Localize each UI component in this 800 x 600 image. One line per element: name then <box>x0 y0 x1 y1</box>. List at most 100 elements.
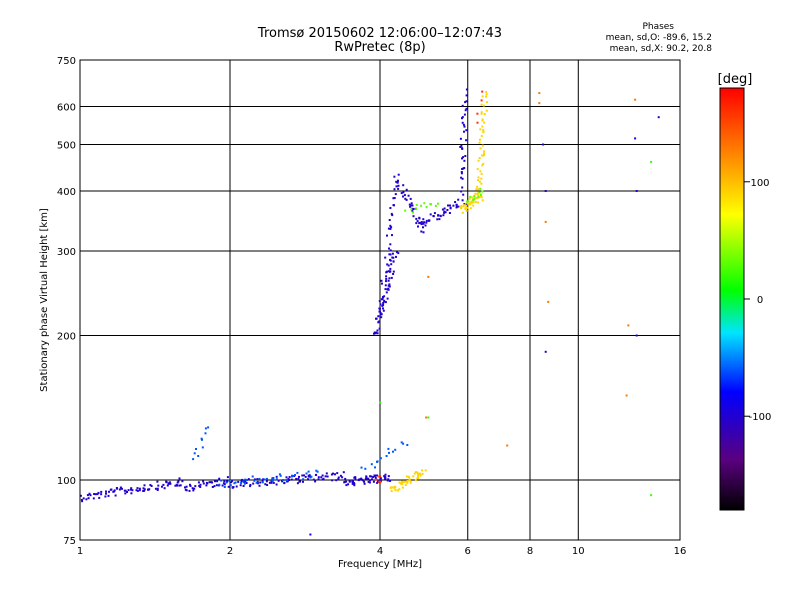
data-point <box>351 480 354 482</box>
data-point <box>386 270 388 273</box>
data-point <box>124 492 127 495</box>
data-point <box>477 188 480 191</box>
data-point <box>216 480 219 483</box>
data-point <box>388 451 390 454</box>
y-tick-label: 100 <box>57 476 76 487</box>
data-point <box>88 492 91 495</box>
data-point <box>416 471 419 474</box>
data-point <box>447 204 449 207</box>
data-point <box>332 472 334 475</box>
data-point <box>376 332 379 335</box>
data-point <box>462 203 465 206</box>
data-point <box>465 139 468 142</box>
data-point <box>337 476 340 479</box>
data-point <box>326 475 329 478</box>
data-point <box>331 479 334 482</box>
data-point <box>481 90 484 93</box>
data-point <box>258 477 261 480</box>
data-point <box>399 482 402 485</box>
data-point <box>460 172 463 175</box>
data-point <box>386 479 389 482</box>
x-axis: 1 2 4 6 8 10 16 <box>77 546 687 557</box>
data-point <box>253 479 256 482</box>
data-point <box>460 207 463 210</box>
data-point <box>220 479 223 482</box>
data-point <box>130 487 133 490</box>
data-point <box>378 480 381 483</box>
data-point <box>184 486 186 489</box>
data-point <box>467 203 470 206</box>
data-point <box>427 275 430 278</box>
data-point <box>354 477 357 480</box>
data-point <box>354 476 357 479</box>
data-point <box>461 104 464 107</box>
data-point <box>476 121 479 124</box>
data-point <box>272 477 275 479</box>
data-point <box>185 485 188 488</box>
data-point <box>463 125 466 128</box>
data-point <box>461 157 463 160</box>
data-point <box>296 482 299 485</box>
data-point <box>377 315 380 318</box>
data-point <box>472 201 475 204</box>
data-point <box>389 270 392 273</box>
data-point <box>397 187 400 190</box>
data-point <box>472 204 475 207</box>
y-tick-label: 200 <box>57 332 76 343</box>
data-point <box>81 500 84 503</box>
data-point <box>380 316 383 319</box>
data-point <box>455 204 458 206</box>
data-point <box>353 484 356 487</box>
data-point <box>388 285 391 288</box>
data-point <box>400 192 403 195</box>
data-point <box>360 466 363 469</box>
data-point <box>156 487 159 490</box>
data-point <box>387 287 390 290</box>
data-point <box>422 222 425 225</box>
data-point <box>459 146 462 148</box>
data-point <box>463 159 466 162</box>
data-point <box>347 483 350 486</box>
data-point <box>465 88 468 91</box>
data-point <box>131 489 134 492</box>
data-point <box>379 313 382 316</box>
colorbar-title: [deg] <box>718 72 753 87</box>
data-point <box>481 118 484 121</box>
plot-frame <box>79 59 681 541</box>
data-point <box>387 227 390 230</box>
data-point <box>391 214 394 217</box>
data-point <box>391 234 393 237</box>
data-point <box>650 160 653 163</box>
data-point <box>135 489 138 492</box>
data-point <box>406 475 409 478</box>
y-tick-label: 75 <box>63 536 76 547</box>
data-point <box>189 483 191 486</box>
data-point <box>226 476 229 479</box>
data-point <box>485 93 488 96</box>
data-point <box>392 273 395 275</box>
data-point <box>459 137 462 140</box>
data-point <box>288 476 291 478</box>
data-point <box>143 484 146 487</box>
data-point <box>481 199 484 202</box>
data-point <box>461 186 464 189</box>
data-point <box>462 167 465 170</box>
data-point <box>382 307 384 310</box>
data-point <box>237 480 240 483</box>
data-point <box>206 482 209 485</box>
data-point <box>392 270 395 273</box>
data-point <box>384 284 387 287</box>
data-point <box>283 482 286 485</box>
data-point <box>384 288 387 291</box>
data-point <box>234 481 237 484</box>
data-point <box>387 270 390 273</box>
data-point <box>391 486 394 489</box>
data-point <box>379 303 382 306</box>
data-point <box>461 117 463 120</box>
data-point <box>409 197 412 200</box>
data-point <box>432 215 435 217</box>
data-point <box>263 478 266 481</box>
data-point <box>201 438 203 441</box>
data-point <box>223 486 226 488</box>
